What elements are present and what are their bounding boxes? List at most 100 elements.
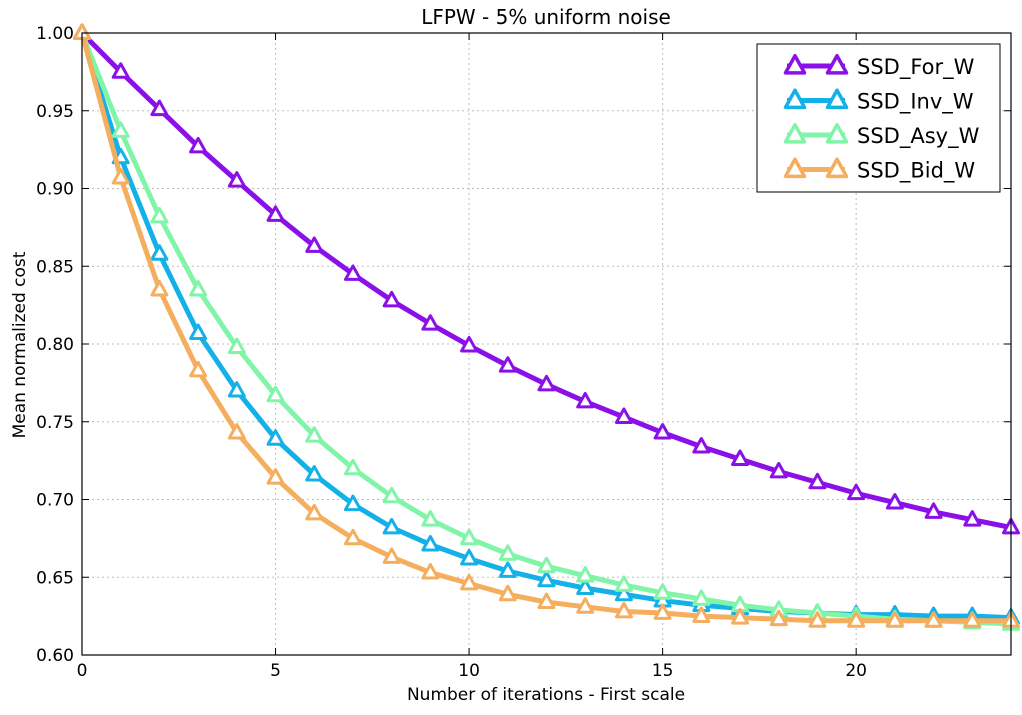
data-point-marker — [498, 561, 517, 578]
data-point-marker — [537, 556, 556, 574]
data-point-marker — [653, 583, 672, 600]
legend-label: SSD_Asy_W — [857, 124, 980, 149]
data-point-marker — [460, 573, 479, 591]
data-point-marker — [692, 437, 711, 454]
data-point-marker — [421, 510, 440, 527]
data-point-marker — [305, 236, 324, 253]
x-tick-label: 15 — [652, 661, 674, 681]
data-point-marker — [305, 503, 324, 521]
data-point-marker — [111, 168, 130, 185]
data-point-marker — [614, 575, 633, 592]
y-tick-label: 0.90 — [36, 180, 74, 200]
data-point-marker — [498, 356, 517, 373]
data-point-marker — [343, 264, 362, 281]
data-point-marker — [227, 337, 246, 355]
data-point-marker — [614, 601, 633, 619]
legend-marker — [783, 157, 807, 179]
data-point-marker — [150, 244, 169, 261]
data-point-marker — [808, 611, 827, 628]
data-point-marker — [382, 290, 401, 308]
data-point-marker — [847, 483, 866, 501]
x-axis-ticks: 0 5 10 15 20 — [77, 33, 867, 681]
y-tick-label: 0.65 — [36, 568, 74, 588]
legend: SSD_For_W SSD_Inv_W SSD_Asy_W SSD_Bid_W — [756, 43, 1001, 193]
data-point-marker — [498, 544, 517, 561]
y-tick-label: 1.00 — [36, 24, 74, 44]
data-point-marker — [227, 381, 246, 398]
data-point-marker — [576, 391, 595, 409]
y-tick-label: 0.60 — [36, 646, 74, 666]
x-tick-label: 10 — [458, 661, 480, 681]
legend-label: SSD_For_W — [857, 55, 975, 80]
y-axis-ticks: 0.60 0.65 0.70 0.75 0.80 0.85 0.90 0.95 1.00 — [36, 24, 1011, 666]
chart-title: LFPW - 5% uniform noise — [421, 5, 671, 29]
data-point-marker — [343, 494, 362, 512]
data-point-marker — [266, 385, 285, 403]
data-point-marker — [189, 136, 208, 154]
data-point-marker — [963, 510, 982, 527]
data-point-marker — [614, 407, 633, 424]
legend-label: SSD_Bid_W — [857, 159, 975, 184]
legend-marker — [825, 53, 849, 75]
data-point-marker — [305, 426, 324, 443]
data-point-marker — [150, 206, 169, 224]
y-tick-label: 0.70 — [36, 491, 74, 511]
x-axis-title: Number of iterations - First scale — [407, 685, 685, 705]
data-point-marker — [576, 566, 595, 583]
data-point-marker — [382, 486, 401, 504]
legend-marker — [825, 122, 849, 144]
data-point-marker — [576, 578, 595, 596]
data-point-marker — [653, 603, 672, 620]
y-tick-label: 0.80 — [36, 335, 74, 355]
data-point-marker — [847, 611, 866, 628]
data-point-marker — [731, 608, 750, 625]
data-point-marker — [421, 562, 440, 580]
data-point-marker — [576, 597, 595, 614]
data-point-marker — [537, 592, 556, 610]
data-point-marker — [460, 528, 479, 546]
legend-marker — [825, 157, 849, 179]
series-SSD_Bid_W — [73, 23, 1020, 628]
data-point-marker — [460, 335, 479, 353]
data-point-marker — [382, 547, 401, 564]
data-point-marker — [963, 611, 982, 628]
data-point-marker — [111, 121, 130, 138]
data-point-marker — [266, 468, 285, 485]
data-point-marker — [924, 502, 943, 519]
data-point-marker — [769, 461, 788, 479]
x-tick-label: 0 — [77, 661, 88, 681]
data-point-marker — [382, 517, 401, 535]
data-point-marker — [266, 429, 285, 446]
legend-marker — [783, 53, 807, 75]
data-point-marker — [537, 570, 556, 588]
data-point-marker — [111, 62, 130, 79]
data-point-marker — [808, 472, 827, 490]
data-point-marker — [227, 423, 246, 440]
plot-series — [73, 23, 1020, 631]
series-SSD_For_W — [73, 23, 1020, 535]
data-point-marker — [692, 606, 711, 624]
data-point-marker — [189, 279, 208, 297]
legend-marker — [825, 88, 849, 110]
data-point-marker — [460, 548, 479, 566]
data-point-marker — [924, 611, 943, 628]
y-axis-title: Mean normalized cost — [10, 251, 30, 438]
data-point-marker — [614, 584, 633, 602]
data-point-marker — [266, 205, 285, 222]
x-tick-label: 20 — [845, 661, 867, 681]
x-tick-label: 5 — [270, 661, 281, 681]
plot-frame — [81, 32, 1012, 656]
data-point-marker — [305, 465, 324, 482]
data-point-marker — [189, 323, 208, 341]
y-tick-label: 0.75 — [36, 413, 74, 433]
data-point-marker — [421, 534, 440, 552]
data-point-marker — [769, 609, 788, 627]
data-point-marker — [498, 584, 517, 602]
data-point-marker — [537, 374, 556, 392]
legend-marker — [783, 122, 807, 144]
legend-marker — [783, 88, 807, 110]
data-point-marker — [343, 458, 362, 476]
data-point-marker — [343, 528, 362, 546]
data-point-marker — [653, 423, 672, 440]
